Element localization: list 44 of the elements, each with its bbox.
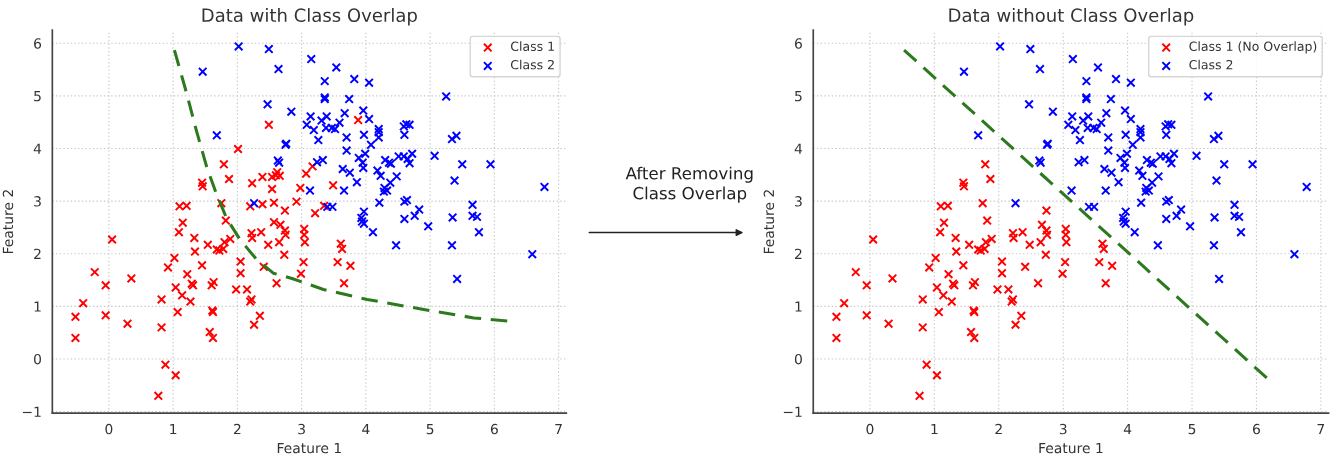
y-tick-label: −1 [783, 406, 802, 417]
text: After Removing Class Overlap [625, 166, 753, 203]
y-tick-label: 2 [34, 248, 41, 259]
y-tick-label: 5 [34, 91, 41, 102]
x-tick-label: 1 [170, 423, 177, 435]
x-axis-title: Feature 1 [277, 442, 341, 454]
x-tick-label: 4 [362, 423, 370, 435]
line-series [172, 48, 509, 323]
x-tick-label: 7 [555, 423, 562, 435]
x-axis-title: Feature 1 [1039, 442, 1103, 454]
chart-title: Data without Class Overlap [949, 8, 1194, 26]
y-tick-label: 1 [795, 301, 802, 312]
x-tick-label: 3 [298, 423, 305, 435]
y-tick-label: 6 [34, 38, 42, 49]
x-tick-label: 0 [105, 423, 113, 435]
y-tick-label: 6 [794, 38, 802, 49]
y-tick-label: −1 [22, 406, 41, 417]
x-tick-label: 3 [1059, 423, 1067, 435]
y-tick-label: 4 [33, 143, 42, 154]
y-tick-label: 5 [795, 91, 802, 102]
legend-label: Class 2 [510, 59, 554, 70]
y-tick-label: 4 [794, 143, 803, 154]
x-tick-label: 0 [866, 423, 874, 435]
y-tick-label: 3 [34, 196, 41, 207]
x-tick-label: 7 [1317, 423, 1325, 435]
chart-title: Data with Class Overlap [202, 8, 417, 26]
legend-label: Class 1 (No Overlap) [1189, 41, 1317, 54]
legend-label: Class 2 [1189, 59, 1233, 70]
x-tick-label: 6 [490, 423, 498, 435]
legend-label: Class 1 [510, 41, 554, 52]
x-tick-label: 2 [233, 423, 241, 435]
y-axis-title: Feature 2 [2, 190, 14, 254]
x-tick-label: 5 [1188, 423, 1196, 435]
y-tick-label: 0 [794, 353, 802, 365]
y-tick-label: 0 [34, 353, 41, 365]
y-axis-title: Feature 2 [763, 190, 775, 254]
y-tick-label: 3 [795, 196, 802, 207]
x-tick-label: 4 [1123, 423, 1132, 435]
x-tick-label: 5 [426, 423, 434, 435]
y-tick-label: 2 [795, 248, 802, 259]
x-tick-label: 1 [931, 423, 938, 435]
x-tick-label: 6 [1252, 423, 1260, 435]
x-tick-label: 2 [995, 423, 1002, 435]
y-tick-label: 1 [34, 301, 41, 312]
